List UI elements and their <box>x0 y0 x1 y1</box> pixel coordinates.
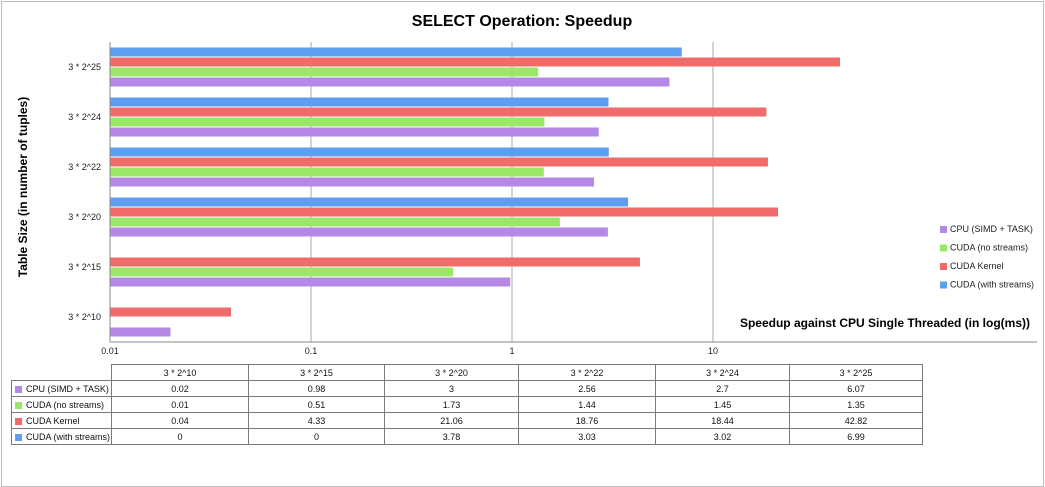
table-cell: 0.98 <box>248 380 385 397</box>
table-cell: 2.56 <box>518 380 656 397</box>
table-cell: 18.76 <box>518 412 656 429</box>
x-axis-title: Speedup against CPU Single Threaded (in … <box>740 316 1030 330</box>
legend-swatch <box>15 401 22 409</box>
y-tick-label: 3 * 2^10 <box>68 312 101 322</box>
table-row: CUDA (with streams) 0 0 3.78 3.03 3.02 6.99 <box>11 428 923 445</box>
legend-label: CUDA Kernel <box>950 261 1004 271</box>
x-tick-label: 10 <box>708 346 718 356</box>
table-cell: 3 <box>384 380 519 397</box>
table-cell: 1.44 <box>518 396 656 413</box>
y-axis-title: Table Size (in number of tuples) <box>16 97 30 277</box>
y-tick-labels: 3 * 2^10 3 * 2^15 3 * 2^20 3 * 2^22 3 * 2^24… <box>68 62 101 322</box>
table-row-label: CPU (SIMD + TASK) <box>11 380 112 397</box>
gridlines <box>310 42 714 342</box>
legend-label: CPU (SIMD + TASK) <box>950 224 1033 234</box>
bar <box>110 177 595 187</box>
y-tick-label: 3 * 2^20 <box>68 212 101 222</box>
table-column-header: 3 * 2^24 <box>655 364 790 381</box>
x-tick-label: 0.01 <box>101 346 119 356</box>
table-cell: 42.82 <box>789 412 923 429</box>
table-cell: 6.07 <box>789 380 923 397</box>
table-row-label: CUDA (no streams) <box>11 396 112 413</box>
x-tick-label: 1 <box>509 346 514 356</box>
legend: CPU (SIMD + TASK) CUDA (no streams) CUDA K… <box>940 224 1034 290</box>
table-cell: 1.35 <box>789 396 923 413</box>
legend-swatch <box>940 263 947 270</box>
table-cell: 3.03 <box>518 428 656 445</box>
table-cell: 18.44 <box>655 412 790 429</box>
table-cell: 2.7 <box>655 380 790 397</box>
bar <box>110 47 682 57</box>
table-cell: 3.78 <box>384 428 519 445</box>
bar <box>110 77 670 87</box>
legend-label: CUDA (with streams) <box>950 280 1034 290</box>
bar <box>110 57 840 67</box>
bar <box>110 327 171 337</box>
bar <box>110 207 779 217</box>
table-row-label-text: CUDA Kernel <box>26 415 80 426</box>
chart-title: SELECT Operation: Speedup <box>412 13 633 30</box>
bar <box>110 107 767 117</box>
table-column-header: 3 * 2^15 <box>248 364 385 381</box>
table-row-label: CUDA (with streams) <box>11 428 112 445</box>
bar <box>110 257 640 267</box>
table-column-header: 3 * 2^20 <box>384 364 519 381</box>
legend-label: CUDA (no streams) <box>950 243 1028 253</box>
table-cell: 0 <box>111 428 249 445</box>
legend-swatch <box>15 417 22 425</box>
bar <box>110 197 629 207</box>
bar <box>110 167 544 177</box>
bar <box>110 97 609 107</box>
legend-swatch <box>15 385 22 393</box>
x-tick-label: 0.1 <box>305 346 318 356</box>
table-cell: 21.06 <box>384 412 519 429</box>
legend-swatch <box>940 226 947 233</box>
table-cell: 4.33 <box>248 412 385 429</box>
table-row-label-text: CUDA (with streams) <box>26 431 111 442</box>
plot-area <box>110 42 1037 342</box>
y-tick-label: 3 * 2^15 <box>68 262 101 272</box>
table-row-label: CUDA Kernel <box>11 412 112 429</box>
bar <box>110 127 599 137</box>
legend-swatch <box>940 281 947 289</box>
table-cell: 0.51 <box>248 396 385 413</box>
table-cell: 6.99 <box>789 428 923 445</box>
table-column-header: 3 * 2^10 <box>111 364 249 381</box>
table-cell: 3.02 <box>655 428 790 445</box>
table-column-header: 3 * 2^25 <box>789 364 923 381</box>
table-cell: 0.02 <box>111 380 249 397</box>
table-row: CUDA (no streams) 0.01 0.51 1.73 1.44 1.45 1.3… <box>11 396 923 413</box>
table-row-label-text: CUDA (no streams) <box>26 399 105 410</box>
y-tick-label: 3 * 2^22 <box>68 162 101 172</box>
bar <box>110 157 768 167</box>
bar <box>110 67 539 77</box>
data-table: 3 * 2^10 3 * 2^15 3 * 2^20 3 * 2^22 3 * 2^24… <box>11 364 923 445</box>
table-header-row: 3 * 2^10 3 * 2^15 3 * 2^20 3 * 2^22 3 * 2^24… <box>12 364 923 381</box>
table-cell: 0.04 <box>111 412 249 429</box>
bar <box>110 277 511 287</box>
x-tick-labels: 0.01 0.1 1 10 <box>101 346 718 356</box>
bar <box>110 307 232 317</box>
table-column-header: 3 * 2^22 <box>518 364 656 381</box>
table-cell: 1.73 <box>384 396 519 413</box>
table-cell: 0.01 <box>111 396 249 413</box>
table-row: CPU (SIMD + TASK) 0.02 0.98 3 2.56 2.7 6.07 <box>11 380 923 397</box>
legend-swatch <box>940 244 947 252</box>
table-cell: 0 <box>248 428 385 445</box>
bar <box>110 117 545 127</box>
table-corner <box>12 365 112 381</box>
table-row-label-text: CPU (SIMD + TASK) <box>26 383 109 394</box>
table-row: CUDA Kernel 0.04 4.33 21.06 18.76 18.44 42.82 <box>11 412 923 429</box>
bars <box>110 47 840 337</box>
bar <box>110 267 454 277</box>
bar <box>110 217 560 227</box>
table-cell: 1.45 <box>655 396 790 413</box>
legend-swatch <box>15 433 22 441</box>
bar <box>110 227 608 237</box>
y-tick-label: 3 * 2^25 <box>68 62 101 72</box>
y-tick-label: 3 * 2^24 <box>68 112 101 122</box>
bar <box>110 147 609 157</box>
